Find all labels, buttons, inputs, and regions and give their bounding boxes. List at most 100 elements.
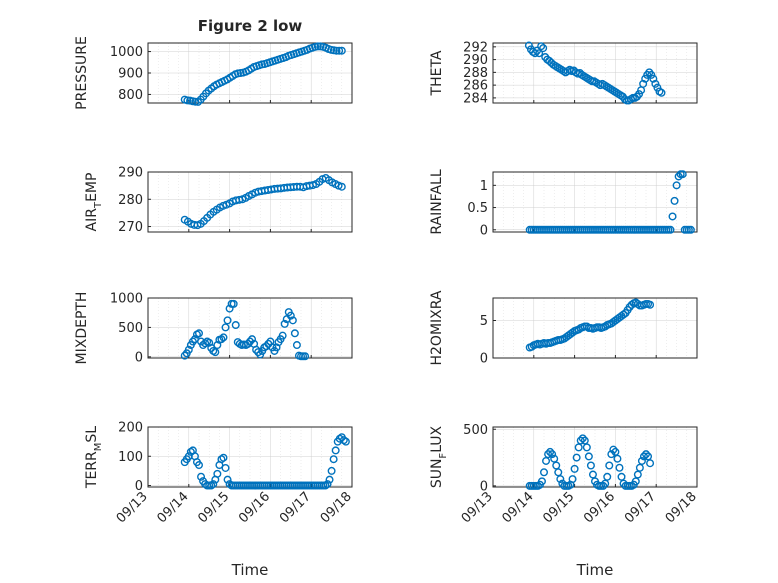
x-tick-label: 09/15: [195, 489, 232, 526]
y-tick-label: 280: [118, 193, 143, 208]
data-point: [290, 329, 299, 338]
axes-frame: [147, 297, 353, 359]
axes-frame: [492, 42, 698, 104]
y-tick-label: 288: [463, 66, 488, 81]
data-point: [337, 46, 346, 55]
y-axis-label-main: TERR: [84, 451, 100, 489]
y-tick-label: 292: [463, 40, 488, 55]
data-point: [213, 469, 222, 478]
data-point: [586, 461, 595, 470]
data-point: [657, 88, 666, 97]
data-point: [341, 437, 350, 446]
data-point: [245, 337, 254, 346]
subplot-mixdepth: 0 500 1000 MIXDEPTH: [74, 292, 353, 365]
x-tick-label: 09/14: [155, 489, 192, 526]
x-tick-label: 09/16: [581, 489, 618, 526]
y-tick-label: 0: [480, 352, 488, 367]
data-point: [207, 481, 216, 490]
data-point: [550, 454, 559, 463]
y-axis-label-subscript: T: [93, 201, 104, 209]
data-point: [323, 480, 332, 489]
data-point: [209, 480, 218, 489]
y-tick-label: 900: [118, 67, 143, 82]
data-point: [527, 342, 536, 351]
y-tick-label: 500: [463, 423, 488, 438]
data-point: [674, 172, 683, 181]
chart-title: Figure 2 low: [198, 17, 303, 35]
y-axis-label-tail: LUX: [429, 425, 445, 452]
subplot-pressure: 800 900 1000 PRESSURE Figure 2 low: [74, 17, 353, 110]
data-point: [288, 316, 297, 325]
data-point: [613, 454, 622, 463]
x-tick-label: 09/17: [277, 489, 314, 526]
data-point: [327, 466, 336, 475]
data-point: [649, 74, 658, 83]
data-point: [631, 477, 640, 486]
y-tick-label: 270: [118, 220, 143, 235]
data-point: [254, 348, 263, 357]
y-tick-label: 500: [118, 321, 143, 336]
y-axis-label: THETA: [429, 50, 445, 96]
y-axis-label: AIRTEMP: [84, 173, 104, 232]
data-point: [211, 348, 220, 357]
data-point: [186, 447, 195, 456]
y-axis-label-main: THETA: [429, 50, 445, 96]
y-axis-label: SUNFLUX: [429, 425, 449, 488]
data-point: [548, 450, 557, 459]
data-point: [647, 70, 656, 79]
data-point: [180, 351, 189, 360]
data-point: [641, 74, 650, 83]
y-tick-label: 100: [118, 450, 143, 465]
y-axis-label-main: MIXDEPTH: [74, 292, 90, 365]
y-axis-label-subscript: F: [438, 453, 449, 459]
data-point: [639, 79, 648, 88]
data-point: [335, 46, 344, 55]
data-point: [635, 90, 644, 99]
data-point: [225, 304, 234, 313]
data-point: [584, 452, 593, 461]
data-point: [183, 96, 192, 105]
data-point: [605, 461, 614, 470]
data-point: [321, 481, 330, 490]
data-point: [568, 475, 577, 484]
y-tick-label: 290: [118, 166, 143, 181]
x-tick-label: 09/13: [459, 489, 496, 526]
data-point: [292, 341, 301, 350]
data-point: [278, 331, 287, 340]
x-tick-label: 09/18: [318, 489, 355, 526]
y-tick-label: 1: [480, 179, 488, 194]
data-point: [546, 447, 555, 456]
axes-frame: [147, 426, 353, 488]
data-point: [633, 470, 642, 479]
data-point: [219, 333, 228, 342]
data-point: [331, 446, 340, 455]
data-point: [221, 463, 230, 472]
data-point: [537, 42, 546, 51]
y-axis-label-main: RAINFALL: [429, 169, 445, 234]
data-point: [537, 477, 546, 486]
data-point: [184, 345, 193, 354]
y-tick-label: 200: [118, 421, 143, 436]
data-point: [653, 83, 662, 92]
data-point: [248, 335, 257, 344]
subplot-h2omixra: 0 5 H2OMIXRA: [429, 290, 698, 367]
data-point: [637, 456, 646, 465]
y-tick-label: 1000: [110, 292, 143, 307]
y-tick-label: 0: [135, 479, 143, 494]
data-point: [217, 335, 226, 344]
x-axis-label: Time: [231, 561, 269, 579]
subplot-airtemp: 270 280 290 AIRTEMP: [84, 166, 353, 235]
x-tick-label: 09/18: [663, 489, 700, 526]
data-point: [574, 325, 583, 334]
data-point: [194, 329, 203, 338]
data-point: [337, 182, 346, 191]
data-point: [670, 196, 679, 205]
data-point: [339, 436, 348, 445]
data-point: [197, 472, 206, 481]
data-point: [231, 321, 240, 330]
data-point: [646, 459, 655, 468]
data-point: [188, 337, 197, 346]
y-axis-label-tail: EMP: [84, 173, 100, 202]
data-point: [578, 434, 587, 443]
y-axis-label: RAINFALL: [429, 169, 445, 234]
